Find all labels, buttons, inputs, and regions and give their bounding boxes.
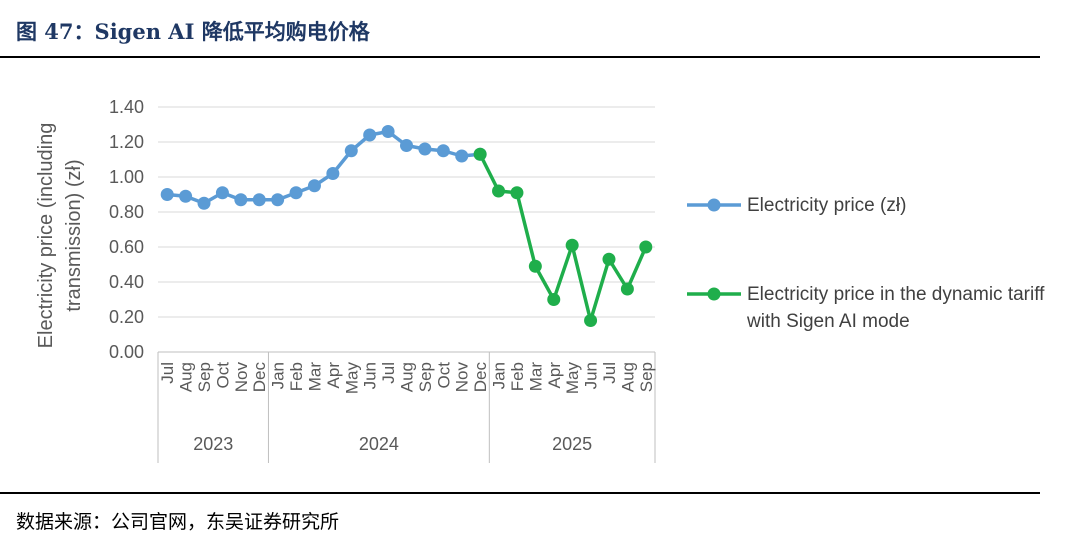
x-tick-label: Jul bbox=[158, 362, 177, 384]
data-point bbox=[215, 186, 229, 200]
data-point bbox=[271, 193, 285, 207]
x-tick-label: Feb bbox=[287, 362, 306, 391]
data-point bbox=[307, 179, 321, 193]
x-tick-label: Dec bbox=[471, 362, 490, 393]
y-tick-label: 1.40 bbox=[109, 97, 144, 117]
data-point bbox=[510, 186, 524, 200]
x-tick-label: Jun bbox=[582, 362, 601, 389]
y-tick-label: 1.20 bbox=[109, 132, 144, 152]
figure-title: 图 47：Sigen AI 降低平均购电价格 bbox=[16, 19, 370, 44]
x-tick-label: Aug bbox=[177, 362, 196, 392]
data-point bbox=[252, 193, 266, 207]
data-point bbox=[639, 240, 653, 254]
x-tick-label: Jul bbox=[600, 362, 619, 384]
x-tick-label: Apr bbox=[324, 362, 343, 389]
x-tick-label: Sep bbox=[637, 362, 656, 392]
data-point bbox=[418, 142, 432, 156]
data-point bbox=[344, 144, 358, 158]
x-tick-label: Oct bbox=[434, 362, 453, 389]
data-point bbox=[400, 139, 413, 152]
data-point bbox=[473, 147, 487, 161]
data-point bbox=[160, 188, 174, 201]
data-point bbox=[584, 314, 598, 327]
y-tick-label: 0.80 bbox=[109, 202, 144, 222]
data-point bbox=[455, 149, 469, 163]
data-point bbox=[234, 193, 248, 207]
source-note: 数据来源：公司官网，东吴证券研究所 bbox=[16, 511, 340, 533]
x-tick-label: Oct bbox=[213, 362, 232, 389]
x-tick-label: Nov bbox=[453, 362, 472, 393]
legend-label: Electricity price in the dynamic tariff … bbox=[747, 284, 1045, 332]
data-point bbox=[492, 184, 506, 198]
data-point bbox=[363, 128, 377, 142]
y-tick-label: 1.00 bbox=[109, 167, 144, 187]
data-point bbox=[620, 282, 634, 296]
data-point bbox=[381, 125, 395, 138]
legend-marker bbox=[707, 287, 721, 301]
x-tick-label: Jan bbox=[490, 362, 509, 389]
y-axis-label: Electricity price (including bbox=[35, 123, 57, 349]
x-tick-label: Aug bbox=[618, 362, 637, 392]
y-tick-label: 0.60 bbox=[109, 237, 144, 257]
group-label: 2023 bbox=[193, 434, 233, 454]
data-point bbox=[179, 189, 193, 203]
legend-label: Electricity price (zł) bbox=[747, 195, 907, 216]
x-tick-label: Mar bbox=[305, 362, 324, 392]
x-tick-label: Dec bbox=[250, 362, 269, 393]
y-tick-label: 0.00 bbox=[109, 342, 144, 362]
x-tick-label: Sep bbox=[195, 362, 214, 392]
x-tick-label: Jan bbox=[269, 362, 288, 389]
x-tick-label: Jun bbox=[361, 362, 380, 389]
series-line bbox=[478, 153, 648, 323]
data-point bbox=[289, 186, 303, 200]
x-tick-label: Jul bbox=[379, 362, 398, 384]
y-tick-label: 0.20 bbox=[109, 307, 144, 327]
x-tick-label: May bbox=[563, 362, 582, 395]
x-tick-label: Feb bbox=[508, 362, 527, 391]
data-point bbox=[528, 259, 542, 273]
group-label: 2024 bbox=[359, 434, 399, 454]
legend-marker bbox=[707, 198, 721, 212]
x-tick-label: Sep bbox=[416, 362, 435, 392]
data-point bbox=[197, 196, 211, 210]
y-axis-label: transmission) (zł) bbox=[63, 159, 85, 311]
data-point bbox=[602, 252, 616, 266]
y-tick-label: 0.40 bbox=[109, 272, 144, 292]
data-point bbox=[436, 144, 450, 158]
data-point bbox=[565, 238, 579, 252]
x-tick-label: Aug bbox=[398, 362, 417, 392]
data-point bbox=[326, 167, 340, 180]
data-point bbox=[547, 293, 561, 306]
x-tick-label: Apr bbox=[545, 362, 564, 389]
x-tick-label: May bbox=[342, 362, 361, 395]
x-tick-label: Mar bbox=[526, 362, 545, 392]
group-label: 2025 bbox=[552, 434, 592, 454]
x-tick-label: Nov bbox=[232, 362, 251, 393]
